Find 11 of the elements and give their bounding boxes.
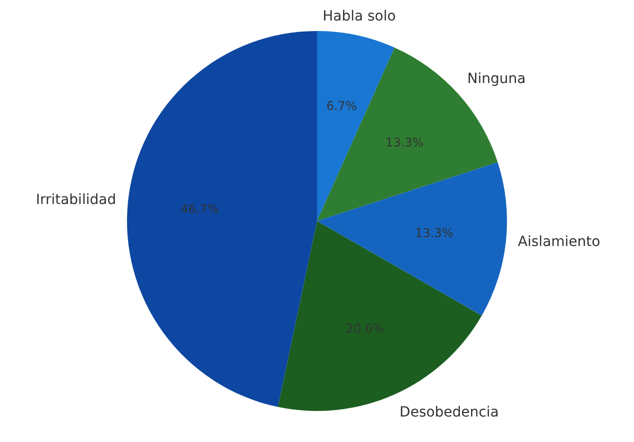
data-label: 13.3% (386, 135, 424, 150)
data-label: 46.7% (180, 202, 219, 216)
slice-label: Ninguna (467, 70, 526, 87)
slice-label: Irritabilidad (36, 192, 116, 208)
pie-slice (317, 162, 507, 316)
slice-label: Aislamiento (518, 234, 600, 250)
slice-label: Desobedencia (400, 404, 499, 420)
data-label: 13.3% (415, 226, 454, 240)
slice-label: Habla solo (322, 8, 396, 24)
pie-slice (127, 31, 317, 407)
data-label: 6.7% (326, 98, 357, 113)
